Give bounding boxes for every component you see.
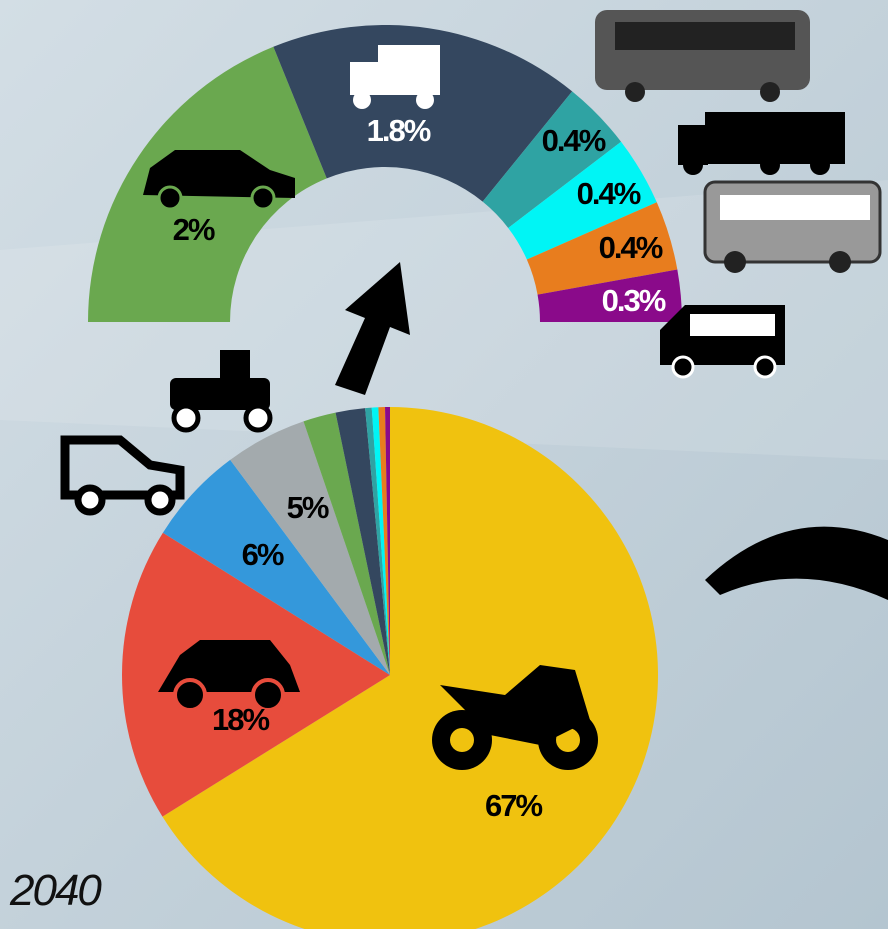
value-label: 6% xyxy=(242,537,284,572)
donut-segment xyxy=(508,141,657,260)
icon-pickup xyxy=(170,350,273,433)
pie-slice xyxy=(303,412,390,675)
pie-slice xyxy=(162,459,390,675)
pie-slice xyxy=(378,407,390,675)
pie-slice xyxy=(385,407,390,675)
icon-truck xyxy=(350,45,440,109)
icon-truck-long xyxy=(678,112,845,175)
icon-bus xyxy=(595,10,810,102)
donut-segment xyxy=(482,91,622,228)
icon-taxi xyxy=(143,150,295,211)
icon-van xyxy=(660,305,785,379)
pie-slice xyxy=(371,407,390,675)
donut-segment xyxy=(526,202,678,295)
icon-motorcycle xyxy=(432,665,598,770)
value-label: 0.4% xyxy=(577,176,641,211)
arrow-curved xyxy=(705,526,888,600)
pie-slice xyxy=(230,421,390,675)
value-label: 0.4% xyxy=(542,123,606,158)
value-label: 0.4% xyxy=(599,230,663,265)
labels: 67% 18% 6%5% 2% 1.8% 0.4% 0.4% 0.4% 0.3% xyxy=(173,113,668,823)
value-label: 67% xyxy=(485,788,542,823)
icon-car xyxy=(158,640,300,712)
donut-segment xyxy=(537,269,682,322)
value-label: 1.8% xyxy=(367,113,431,148)
pie-slice xyxy=(335,408,390,675)
chart-title: 2040 xyxy=(9,866,102,915)
value-label: 2% xyxy=(173,212,215,247)
donut-segment xyxy=(273,25,573,202)
value-label: 5% xyxy=(287,490,329,525)
arrow-up xyxy=(335,262,410,395)
value-label: 18% xyxy=(212,702,269,737)
pie-slice xyxy=(162,407,658,929)
icon-minibus xyxy=(703,180,882,273)
pie-slice xyxy=(365,407,390,675)
icon-suv xyxy=(60,435,185,516)
value-label: 0.3% xyxy=(602,283,666,318)
